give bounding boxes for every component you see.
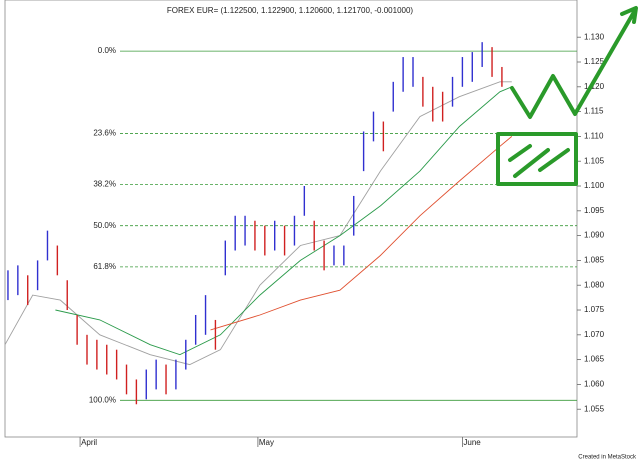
crown-arrow <box>510 10 636 119</box>
box <box>496 132 578 186</box>
y-tick-label: 1.090 <box>584 231 605 240</box>
y-tick-label: 1.070 <box>584 330 605 339</box>
slashes <box>508 144 570 178</box>
y-tick-label: 1.085 <box>584 256 605 265</box>
plot-frame <box>4 0 578 438</box>
fib-label: 61.8% <box>93 262 116 271</box>
y-tick-label: 1.110 <box>584 132 604 141</box>
hand-annotation <box>496 6 638 186</box>
moving-average <box>55 86 512 356</box>
fib-label: 0.0% <box>98 46 116 55</box>
y-tick-label: 1.125 <box>584 57 605 66</box>
y-tick-label: 1.120 <box>584 82 605 91</box>
x-tick-label: May <box>259 438 274 447</box>
moving-average <box>210 136 513 331</box>
chart-title: FOREX EUR= (1.122500, 1.122900, 1.120600… <box>167 6 414 15</box>
plot-layer: 1.055 1.060 1.065 1.070 1.075 1.080 1.085 1.090… <box>4 32 605 447</box>
y-tick-label: 1.130 <box>584 32 605 41</box>
credit: Created in MetaStock <box>578 455 637 461</box>
y-tick-label: 1.060 <box>584 380 605 389</box>
x-tick-label: April <box>81 438 97 447</box>
y-tick-label: 1.080 <box>584 280 605 289</box>
y-tick-label: 1.095 <box>584 206 605 215</box>
y-tick-label: 1.055 <box>584 404 605 413</box>
fib-label: 100.0% <box>89 395 116 404</box>
x-tick-label: June <box>463 438 481 447</box>
arrow-head <box>620 6 638 24</box>
fib-label: 38.2% <box>93 180 116 189</box>
y-tick-label: 1.105 <box>584 156 605 165</box>
fib-label: 23.6% <box>93 129 116 138</box>
fib-label: 50.0% <box>93 221 116 230</box>
moving-average <box>4 81 512 366</box>
y-tick-label: 1.075 <box>584 305 605 314</box>
y-tick-label: 1.115 <box>584 107 604 116</box>
y-tick-label: 1.065 <box>584 355 605 364</box>
y-tick-label: 1.100 <box>584 181 605 190</box>
